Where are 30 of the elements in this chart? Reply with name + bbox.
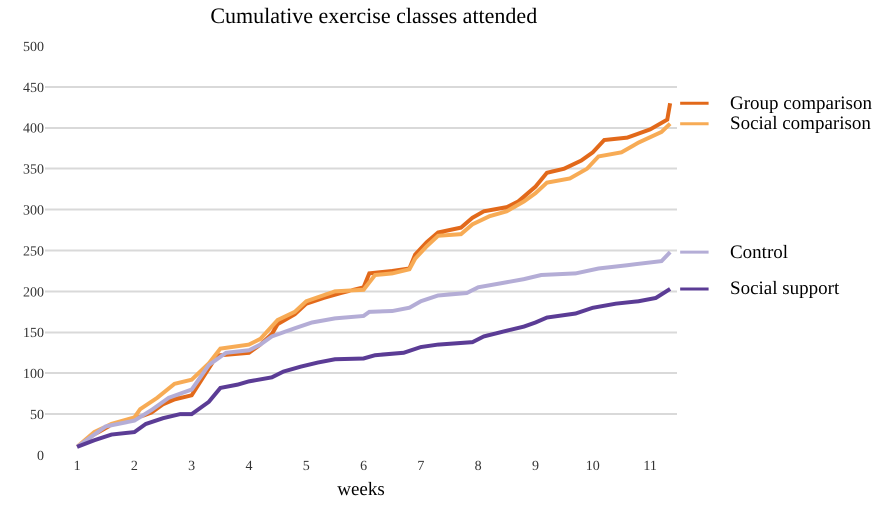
y-tick-label: 300 <box>23 204 44 218</box>
y-tick-label: 150 <box>23 326 44 342</box>
x-tick-label: 1 <box>74 459 81 474</box>
x-tick-label: 9 <box>532 459 539 474</box>
y-tick-label: 350 <box>23 162 44 178</box>
legend-label: Group comparison <box>730 93 872 114</box>
x-tick-label: 6 <box>360 459 368 474</box>
x-tick-label: 5 <box>302 459 310 474</box>
y-tick-label: 50 <box>30 408 44 423</box>
y-tick-label: 450 <box>23 80 44 96</box>
x-axis-title: weeks <box>337 478 385 500</box>
y-tick-label: 100 <box>23 367 44 382</box>
chart-title: Cumulative exercise classes attended <box>210 3 538 28</box>
legend-label: Social support <box>730 278 840 299</box>
line-series <box>75 286 672 449</box>
x-tick-label: 2 <box>130 459 138 474</box>
line-series <box>75 250 672 449</box>
x-tick-label: 7 <box>417 459 424 474</box>
x-tick-label: 10 <box>586 459 600 474</box>
y-tick-label: 500 <box>23 40 44 55</box>
x-tick-label: 8 <box>474 459 482 474</box>
x-tick-label: 4 <box>245 459 252 474</box>
y-tick-label: 400 <box>23 122 44 137</box>
y-tick-label: 0 <box>37 448 44 464</box>
x-tick-label: 3 <box>188 459 196 474</box>
y-tick-label: 200 <box>23 285 44 300</box>
x-tick-label: 11 <box>643 459 657 474</box>
y-tick-label: 250 <box>23 244 44 260</box>
legend-label: Control <box>730 242 788 263</box>
legend-label: Social comparison <box>730 113 872 134</box>
